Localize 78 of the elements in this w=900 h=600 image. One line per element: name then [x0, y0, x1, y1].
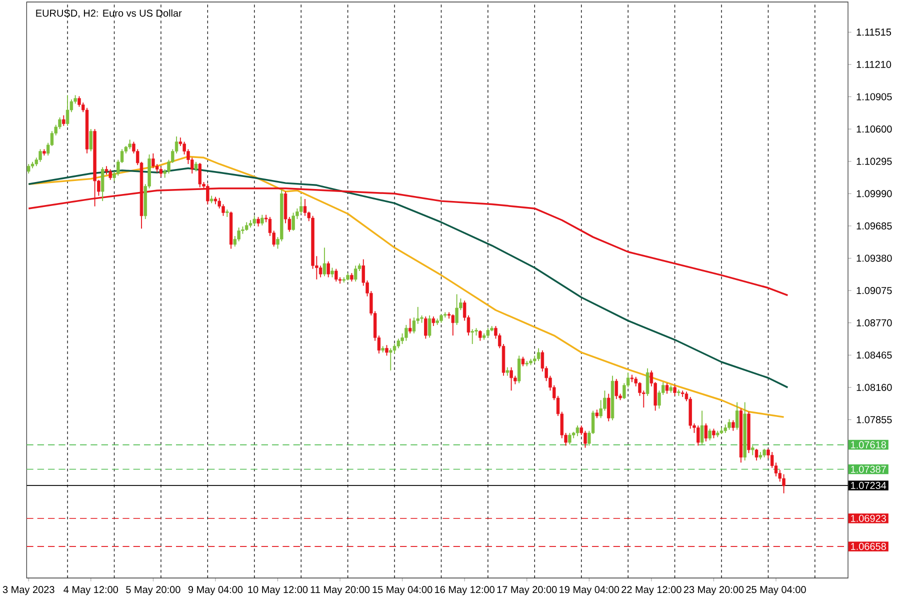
candlestick [346, 272, 350, 281]
x-tick-label: 17 May 20:00 [497, 586, 557, 596]
candlestick [536, 348, 540, 362]
candlestick [646, 368, 650, 396]
y-tick-label: 1.09990 [856, 190, 892, 198]
y-tick-label: 1.10600 [856, 126, 892, 133]
line-series [28, 167, 789, 388]
y-tick-label: 1.11515 [856, 28, 892, 36]
y-tick-label: 1.08770 [856, 319, 892, 326]
x-tick-label: 15 May 04:00 [372, 586, 432, 596]
candlestick [404, 324, 408, 342]
candlestick [408, 318, 412, 334]
x-tick-label: 9 May 04:00 [188, 586, 243, 596]
candlestick [66, 94, 70, 126]
y-tick-label: 1.08465 [856, 352, 892, 359]
ref-line-label: 1.07387 [851, 466, 886, 473]
candlestick [490, 326, 494, 332]
x-tick-label: 16 May 12:00 [435, 586, 494, 596]
ref-line-label: 1.06923 [851, 514, 886, 522]
candlestick [299, 196, 303, 214]
candlestick [739, 408, 743, 464]
ref-line-label: 1.07234 [851, 482, 886, 490]
y-tick-label: 1.10905 [856, 93, 892, 100]
candlestick [318, 265, 322, 278]
candlestick [724, 424, 727, 434]
x-tick-label: 25 May 04:00 [746, 586, 806, 596]
y-tick-label: 1.08160 [856, 384, 892, 391]
candlestick [381, 346, 384, 353]
candlestick [280, 188, 284, 242]
x-tick-label: 23 May 20:00 [684, 586, 744, 596]
candlestick [248, 220, 252, 228]
candlestick [751, 445, 754, 456]
candlestick [104, 166, 108, 176]
candlestick [444, 312, 447, 318]
y-tick-label: 1.10295 [856, 158, 892, 165]
candlestick [42, 148, 46, 156]
candlestick [728, 418, 731, 430]
candlestick [680, 390, 684, 398]
x-tick-label: 5 May 20:00 [126, 586, 180, 596]
candlestick [677, 389, 680, 396]
candlestick [447, 312, 451, 320]
candlestick [436, 318, 439, 326]
candlestick [708, 428, 712, 441]
y-tick-label: 1.07855 [856, 416, 892, 424]
candlestick [758, 452, 762, 460]
candlestick [732, 420, 735, 432]
candlestick [38, 148, 42, 162]
y-tick-label: 1.09685 [856, 222, 892, 230]
candlestick [89, 128, 92, 152]
candlestick [303, 198, 307, 216]
candlestick [478, 330, 482, 342]
candlestick [354, 265, 358, 282]
x-tick-label: 3 May 2023 [2, 586, 54, 596]
candlestick [27, 164, 30, 174]
candlestick [665, 382, 669, 394]
ref-line-label: 1.07618 [851, 441, 886, 448]
x-tick-label: 22 May 12:00 [622, 586, 682, 596]
y-tick-label: 1.11210 [856, 60, 892, 68]
candlestick [470, 328, 474, 344]
candlestick [100, 166, 104, 202]
x-tick-label: 4 May 12:00 [64, 586, 118, 596]
text: EURUSD, H2: Euro vs US Dollar [36, 9, 182, 18]
candlestick [412, 317, 416, 334]
candlestick [455, 294, 458, 326]
candlestick [389, 348, 392, 371]
y-tick-label: 1.09075 [856, 286, 892, 294]
candlestick [735, 402, 739, 430]
x-tick-label: 10 May 12:00 [248, 586, 308, 596]
x-tick-label: 19 May 04:00 [560, 586, 620, 596]
candlestick [226, 209, 229, 218]
y-tick-label: 1.09380 [856, 254, 892, 262]
x-tick-label: 11 May 20:00 [310, 586, 370, 596]
candlestick [432, 316, 436, 326]
ref-line-label: 1.06658 [851, 542, 886, 550]
candlestick [743, 402, 746, 461]
candlestick [237, 227, 240, 242]
candlestick [392, 344, 396, 354]
candlestick [350, 272, 354, 282]
